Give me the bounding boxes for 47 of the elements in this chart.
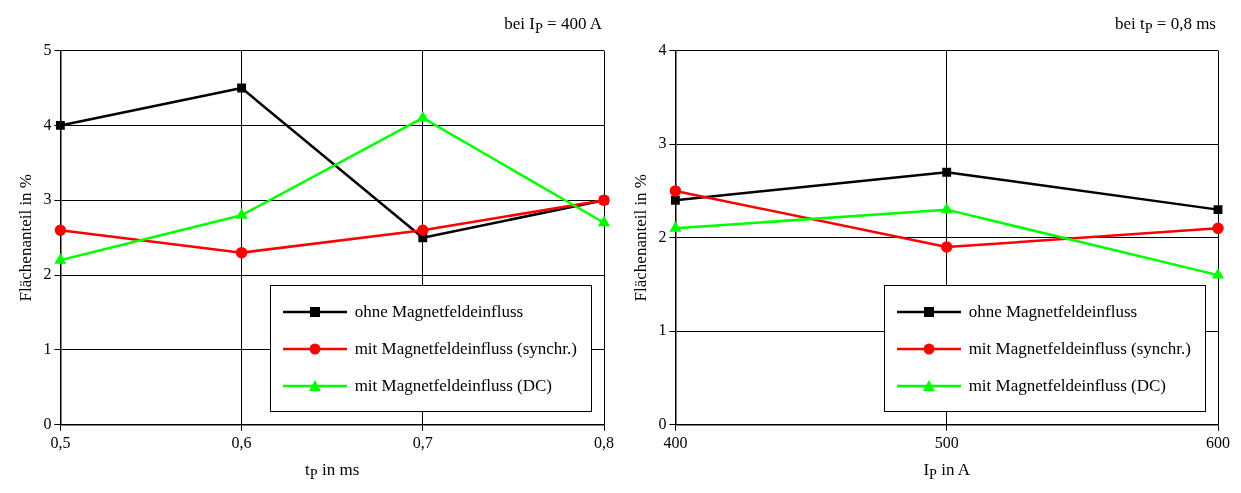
point [417, 224, 429, 236]
point [235, 246, 248, 259]
y-tick-label: 4 [43, 115, 52, 133]
y-tick-label: 5 [43, 40, 52, 58]
point [598, 216, 610, 227]
y-tick-label: 2 [658, 227, 667, 245]
legend-label: ohne Magnetfeldeinfluss [354, 302, 524, 323]
point [1212, 269, 1224, 279]
x-tick-label: 500 [934, 433, 959, 451]
legend-label: mit Magnetfeldeinfluss (DC) [354, 376, 552, 397]
y-tick-label: 2 [43, 265, 52, 283]
point [941, 203, 952, 214]
point [670, 222, 681, 232]
point [54, 224, 67, 236]
x-axis-title: t$_{P}$ in ms [305, 460, 360, 484]
legend-label: mit Magnetfeldeinfluss (synchr.) [354, 339, 577, 360]
legend-label: mit Magnetfeldeinfluss (synchr.) [968, 339, 1191, 360]
x-tick-label: 0,8 [594, 433, 614, 451]
point [669, 185, 682, 197]
point [1213, 205, 1223, 215]
y-tick-label: 3 [43, 190, 52, 208]
x-tick-label: 0,7 [412, 433, 433, 451]
x-tick-label: 0,5 [50, 433, 71, 451]
y-tick-label: 4 [658, 40, 667, 58]
chart-title: bei t$_{P}$ = 0,8 ms [1114, 14, 1216, 38]
point [670, 195, 680, 205]
y-tick-label: 3 [658, 134, 667, 152]
point [940, 241, 953, 253]
y-tick-label: 1 [658, 321, 667, 339]
point [1212, 222, 1224, 235]
point [417, 112, 428, 122]
point [55, 254, 66, 264]
y-tick-label: 0 [658, 415, 667, 432]
x-axis-title: I$_{P}$ in A [923, 460, 970, 484]
point [942, 167, 952, 177]
x-tick-label: 600 [1206, 433, 1230, 451]
y-tick-label: 1 [43, 340, 52, 358]
y-axis-title: Flächenanteil in % [630, 173, 650, 302]
point [237, 83, 247, 93]
legend-label: ohne Magnetfeldeinfluss [968, 302, 1138, 323]
point [236, 209, 247, 219]
chart-title: bei I$_{P}$ = 400 A [504, 14, 602, 38]
legend-label: mit Magnetfeldeinfluss (DC) [968, 376, 1166, 397]
x-tick-label: 0,6 [231, 433, 252, 451]
y-tick-label: 0 [43, 415, 52, 432]
y-axis-title: Flächenanteil in % [15, 173, 35, 302]
x-tick-label: 400 [663, 433, 688, 451]
